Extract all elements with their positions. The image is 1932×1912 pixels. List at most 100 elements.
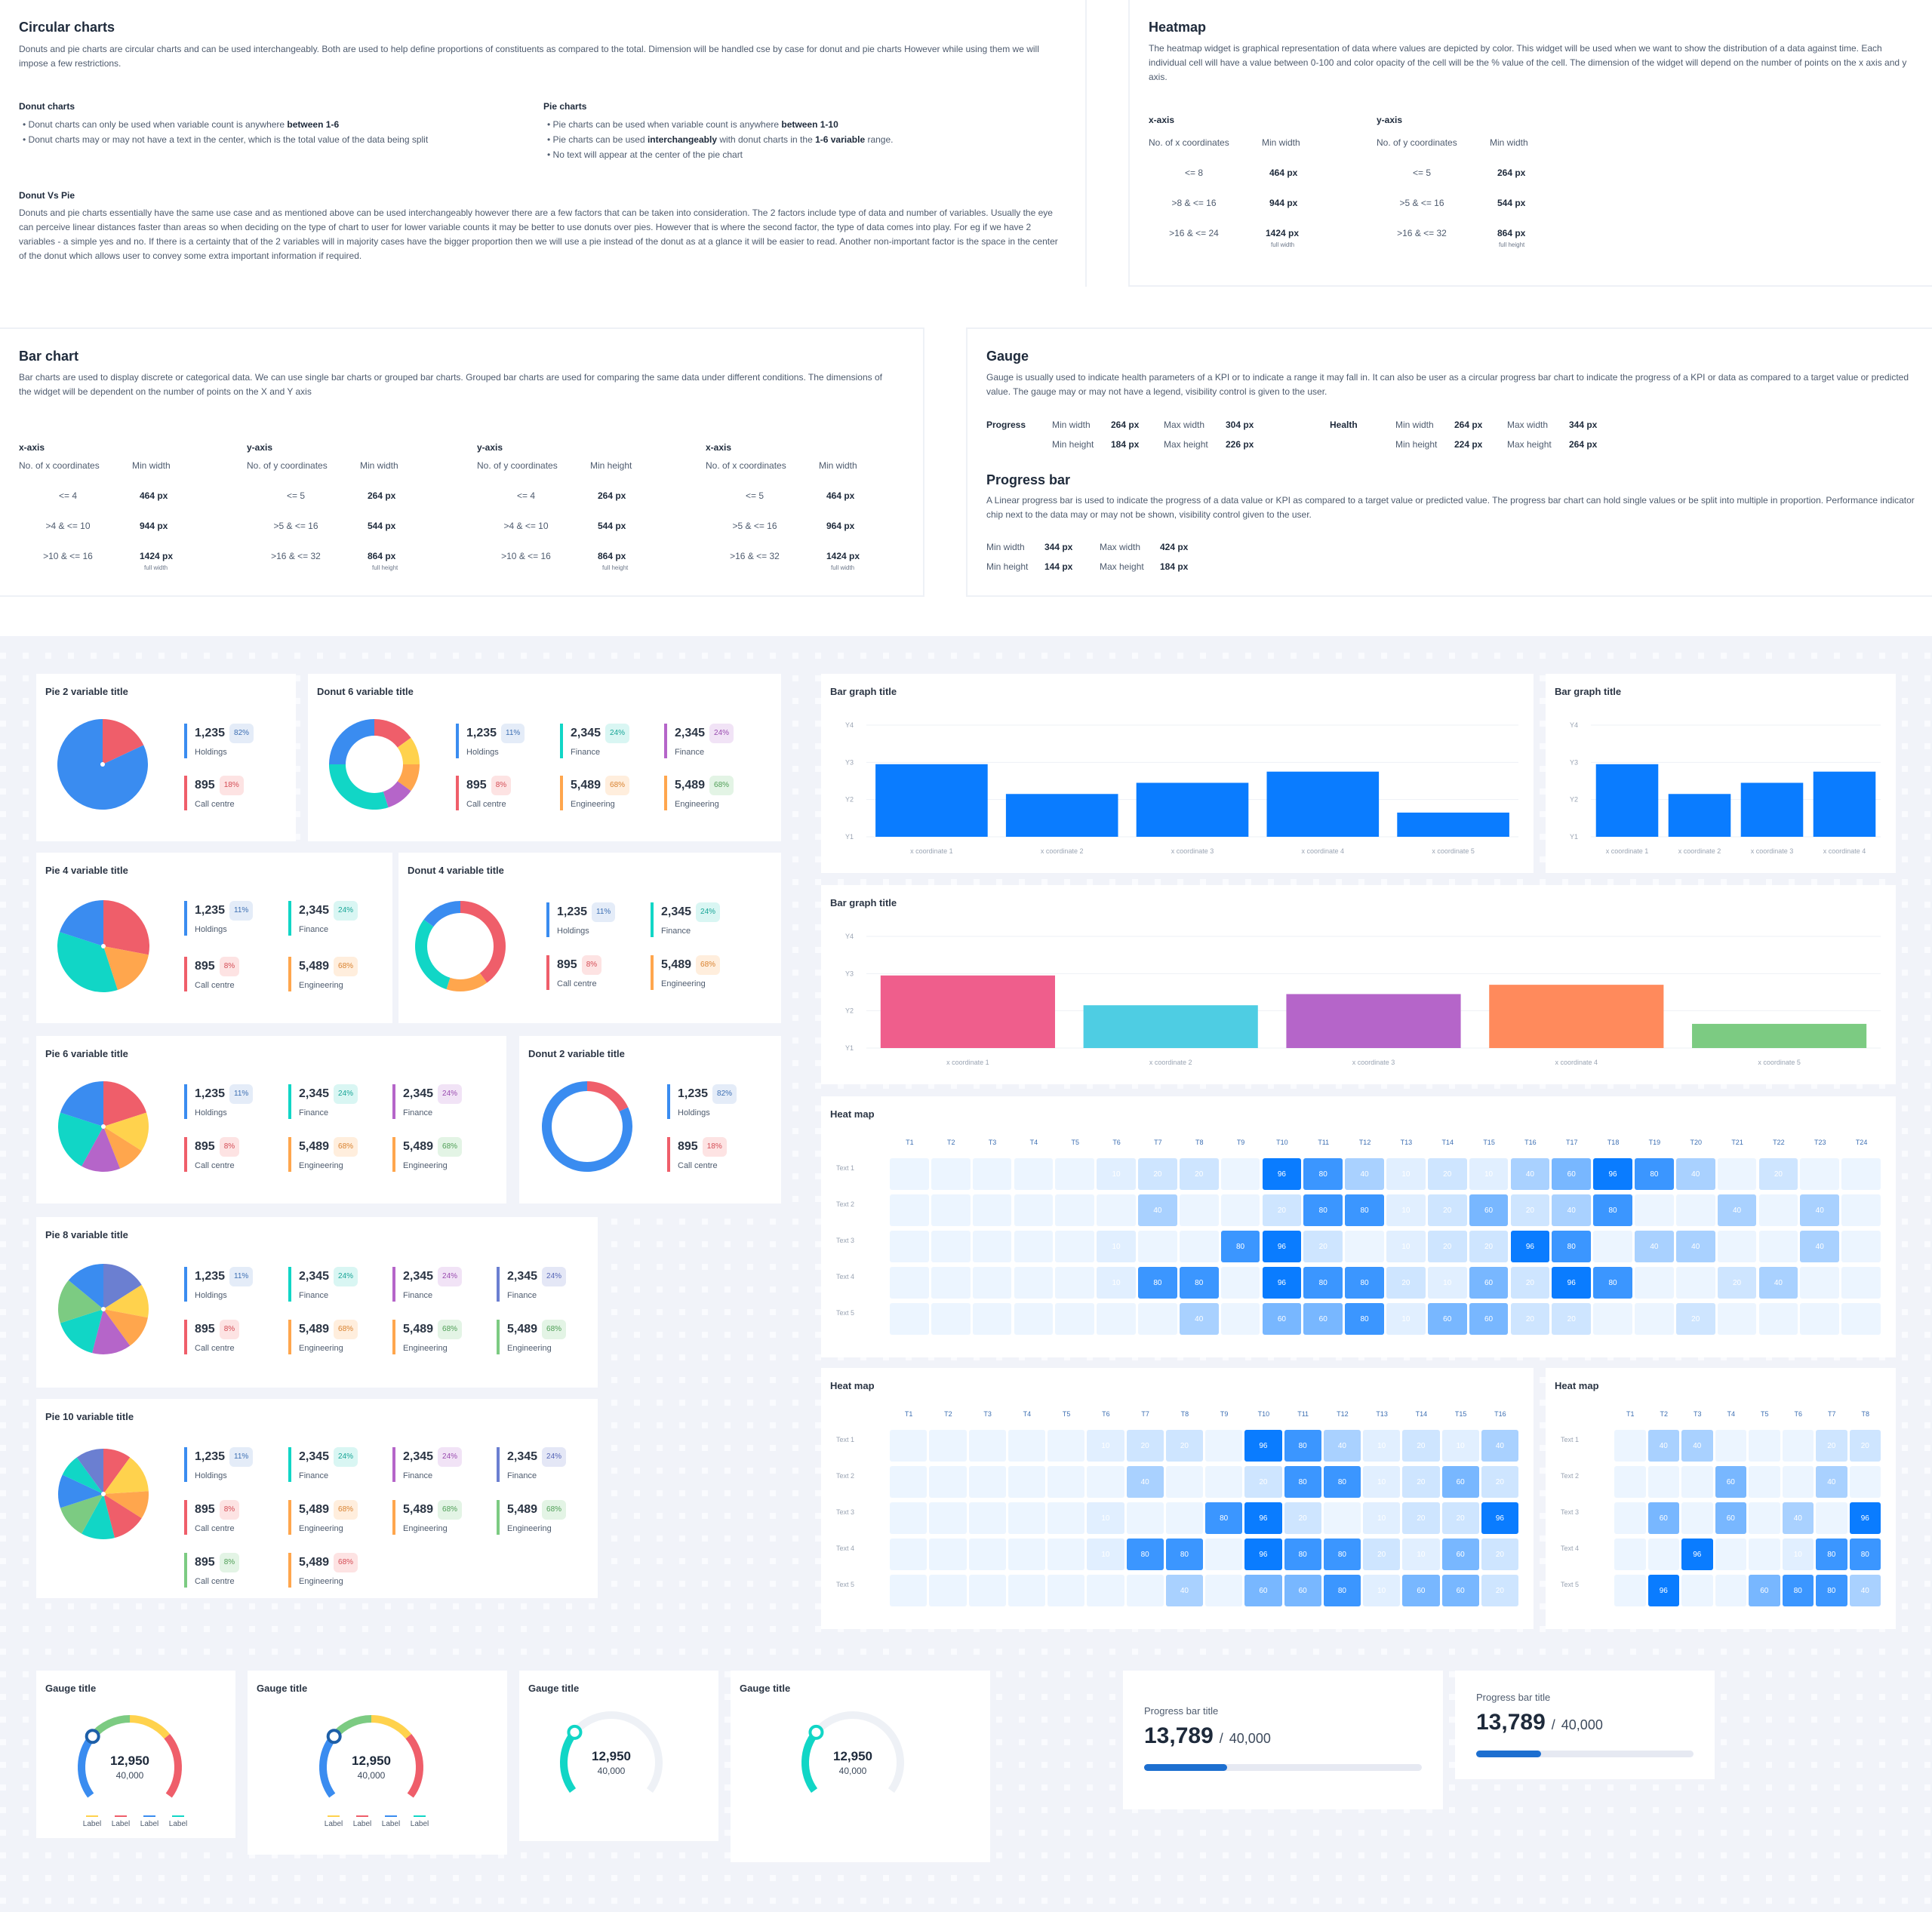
heatmap-cell[interactable] (1614, 1539, 1646, 1570)
heatmap-cell[interactable]: 20 (1284, 1502, 1321, 1534)
heatmap-cell[interactable]: 40 (1849, 1575, 1881, 1606)
heatmap-cell[interactable] (1323, 1502, 1361, 1534)
heatmap-cell[interactable] (1782, 1430, 1814, 1462)
heatmap-cell[interactable]: 80 (1816, 1575, 1847, 1606)
heatmap-cell[interactable] (1749, 1539, 1780, 1570)
heatmap-cell[interactable] (1675, 1267, 1715, 1299)
heatmap-cell[interactable]: 20 (1552, 1303, 1592, 1335)
heatmap-cell[interactable] (1205, 1575, 1243, 1606)
heatmap-cell[interactable]: 60 (1647, 1502, 1679, 1534)
heatmap-cell[interactable] (1647, 1539, 1679, 1570)
heatmap-cell[interactable]: 96 (1244, 1539, 1282, 1570)
heatmap-cell[interactable]: 20 (1469, 1231, 1509, 1262)
heatmap-cell[interactable]: 20 (1758, 1158, 1798, 1190)
heatmap-cell[interactable] (1138, 1231, 1177, 1262)
heatmap-cell[interactable] (1008, 1575, 1045, 1606)
heatmap-cell[interactable]: 20 (1481, 1539, 1518, 1570)
heatmap-cell[interactable] (968, 1466, 1006, 1498)
heatmap-cell[interactable]: 60 (1749, 1575, 1780, 1606)
heatmap-cell[interactable]: 20 (1675, 1303, 1715, 1335)
heatmap-cell[interactable]: 40 (1323, 1430, 1361, 1462)
heatmap-cell[interactable]: 20 (1402, 1502, 1440, 1534)
heatmap-cell[interactable]: 10 (1782, 1539, 1814, 1570)
heatmap-cell[interactable]: 40 (1681, 1430, 1713, 1462)
heatmap-cell[interactable]: 80 (1345, 1267, 1384, 1299)
heatmap-cell[interactable]: 80 (1593, 1194, 1632, 1226)
heatmap-cell[interactable]: 96 (1593, 1158, 1632, 1190)
heatmap-cell[interactable] (1841, 1303, 1881, 1335)
heatmap-cell[interactable]: 40 (1126, 1466, 1164, 1498)
heatmap-cell[interactable]: 10 (1087, 1539, 1124, 1570)
heatmap-cell[interactable]: 60 (1469, 1303, 1509, 1335)
heatmap-cell[interactable] (1205, 1466, 1243, 1498)
heatmap-cell[interactable] (968, 1539, 1006, 1570)
heatmap-cell[interactable]: 80 (1303, 1158, 1343, 1190)
heatmap-cell[interactable] (931, 1267, 971, 1299)
heatmap-cell[interactable]: 20 (1427, 1194, 1467, 1226)
heatmap-cell[interactable]: 40 (1345, 1158, 1384, 1190)
heatmap-cell[interactable]: 10 (1402, 1539, 1440, 1570)
heatmap-cell[interactable] (890, 1575, 928, 1606)
heatmap-cell[interactable]: 96 (1552, 1267, 1592, 1299)
heatmap-cell[interactable] (1758, 1303, 1798, 1335)
heatmap-cell[interactable] (1126, 1502, 1164, 1534)
heatmap-cell[interactable]: 20 (1179, 1158, 1219, 1190)
heatmap-cell[interactable] (1681, 1502, 1713, 1534)
heatmap-cell[interactable]: 40 (1782, 1502, 1814, 1534)
heatmap-cell[interactable] (1014, 1303, 1054, 1335)
heatmap-cell[interactable]: 40 (1481, 1430, 1518, 1462)
heatmap-cell[interactable]: 10 (1097, 1267, 1136, 1299)
heatmap-cell[interactable] (1800, 1267, 1840, 1299)
heatmap-cell[interactable]: 40 (1635, 1231, 1674, 1262)
heatmap-cell[interactable]: 10 (1097, 1231, 1136, 1262)
heatmap-cell[interactable]: 40 (1675, 1158, 1715, 1190)
heatmap-cell[interactable] (1614, 1502, 1646, 1534)
heatmap-cell[interactable]: 20 (1481, 1466, 1518, 1498)
heatmap-cell[interactable] (1800, 1303, 1840, 1335)
heatmap-cell[interactable] (890, 1303, 929, 1335)
heatmap-cell[interactable]: 80 (1323, 1575, 1361, 1606)
heatmap-cell[interactable]: 40 (1800, 1194, 1840, 1226)
heatmap-cell[interactable]: 60 (1715, 1502, 1746, 1534)
heatmap-cell[interactable]: 80 (1345, 1194, 1384, 1226)
heatmap-cell[interactable] (890, 1430, 928, 1462)
heatmap-cell[interactable]: 40 (1717, 1194, 1757, 1226)
heatmap-cell[interactable] (1614, 1575, 1646, 1606)
heatmap-cell[interactable] (1749, 1430, 1780, 1462)
heatmap-cell[interactable] (1717, 1303, 1757, 1335)
heatmap-cell[interactable]: 96 (1262, 1158, 1302, 1190)
heatmap-cell[interactable]: 60 (1469, 1194, 1509, 1226)
heatmap-cell[interactable] (1220, 1194, 1260, 1226)
heatmap-cell[interactable]: 20 (1262, 1194, 1302, 1226)
heatmap-cell[interactable] (1087, 1466, 1124, 1498)
heatmap-cell[interactable] (1715, 1539, 1746, 1570)
heatmap-cell[interactable]: 10 (1427, 1267, 1467, 1299)
heatmap-cell[interactable]: 60 (1262, 1303, 1302, 1335)
heatmap-cell[interactable] (890, 1267, 929, 1299)
heatmap-cell[interactable]: 80 (1323, 1539, 1361, 1570)
heatmap-cell[interactable] (1593, 1231, 1632, 1262)
heatmap-cell[interactable]: 40 (1510, 1158, 1550, 1190)
heatmap-cell[interactable]: 96 (1244, 1502, 1282, 1534)
heatmap-cell[interactable] (1749, 1466, 1780, 1498)
heatmap-cell[interactable] (1048, 1502, 1085, 1534)
heatmap-cell[interactable] (1179, 1231, 1219, 1262)
heatmap-cell[interactable] (972, 1231, 1012, 1262)
heatmap-cell[interactable]: 20 (1510, 1303, 1550, 1335)
heatmap-cell[interactable]: 10 (1097, 1158, 1136, 1190)
heatmap-cell[interactable] (1055, 1158, 1095, 1190)
heatmap-cell[interactable] (929, 1502, 967, 1534)
heatmap-cell[interactable] (890, 1466, 928, 1498)
heatmap-cell[interactable]: 96 (1510, 1231, 1550, 1262)
heatmap-cell[interactable] (1205, 1539, 1243, 1570)
heatmap-cell[interactable] (1758, 1231, 1798, 1262)
heatmap-cell[interactable] (1048, 1430, 1085, 1462)
heatmap-cell[interactable] (1681, 1575, 1713, 1606)
heatmap-cell[interactable] (1008, 1502, 1045, 1534)
heatmap-cell[interactable]: 80 (1165, 1539, 1203, 1570)
heatmap-cell[interactable] (1126, 1575, 1164, 1606)
heatmap-cell[interactable]: 80 (1284, 1430, 1321, 1462)
heatmap-cell[interactable] (1647, 1466, 1679, 1498)
heatmap-cell[interactable]: 40 (1165, 1575, 1203, 1606)
heatmap-cell[interactable]: 20 (1849, 1430, 1881, 1462)
